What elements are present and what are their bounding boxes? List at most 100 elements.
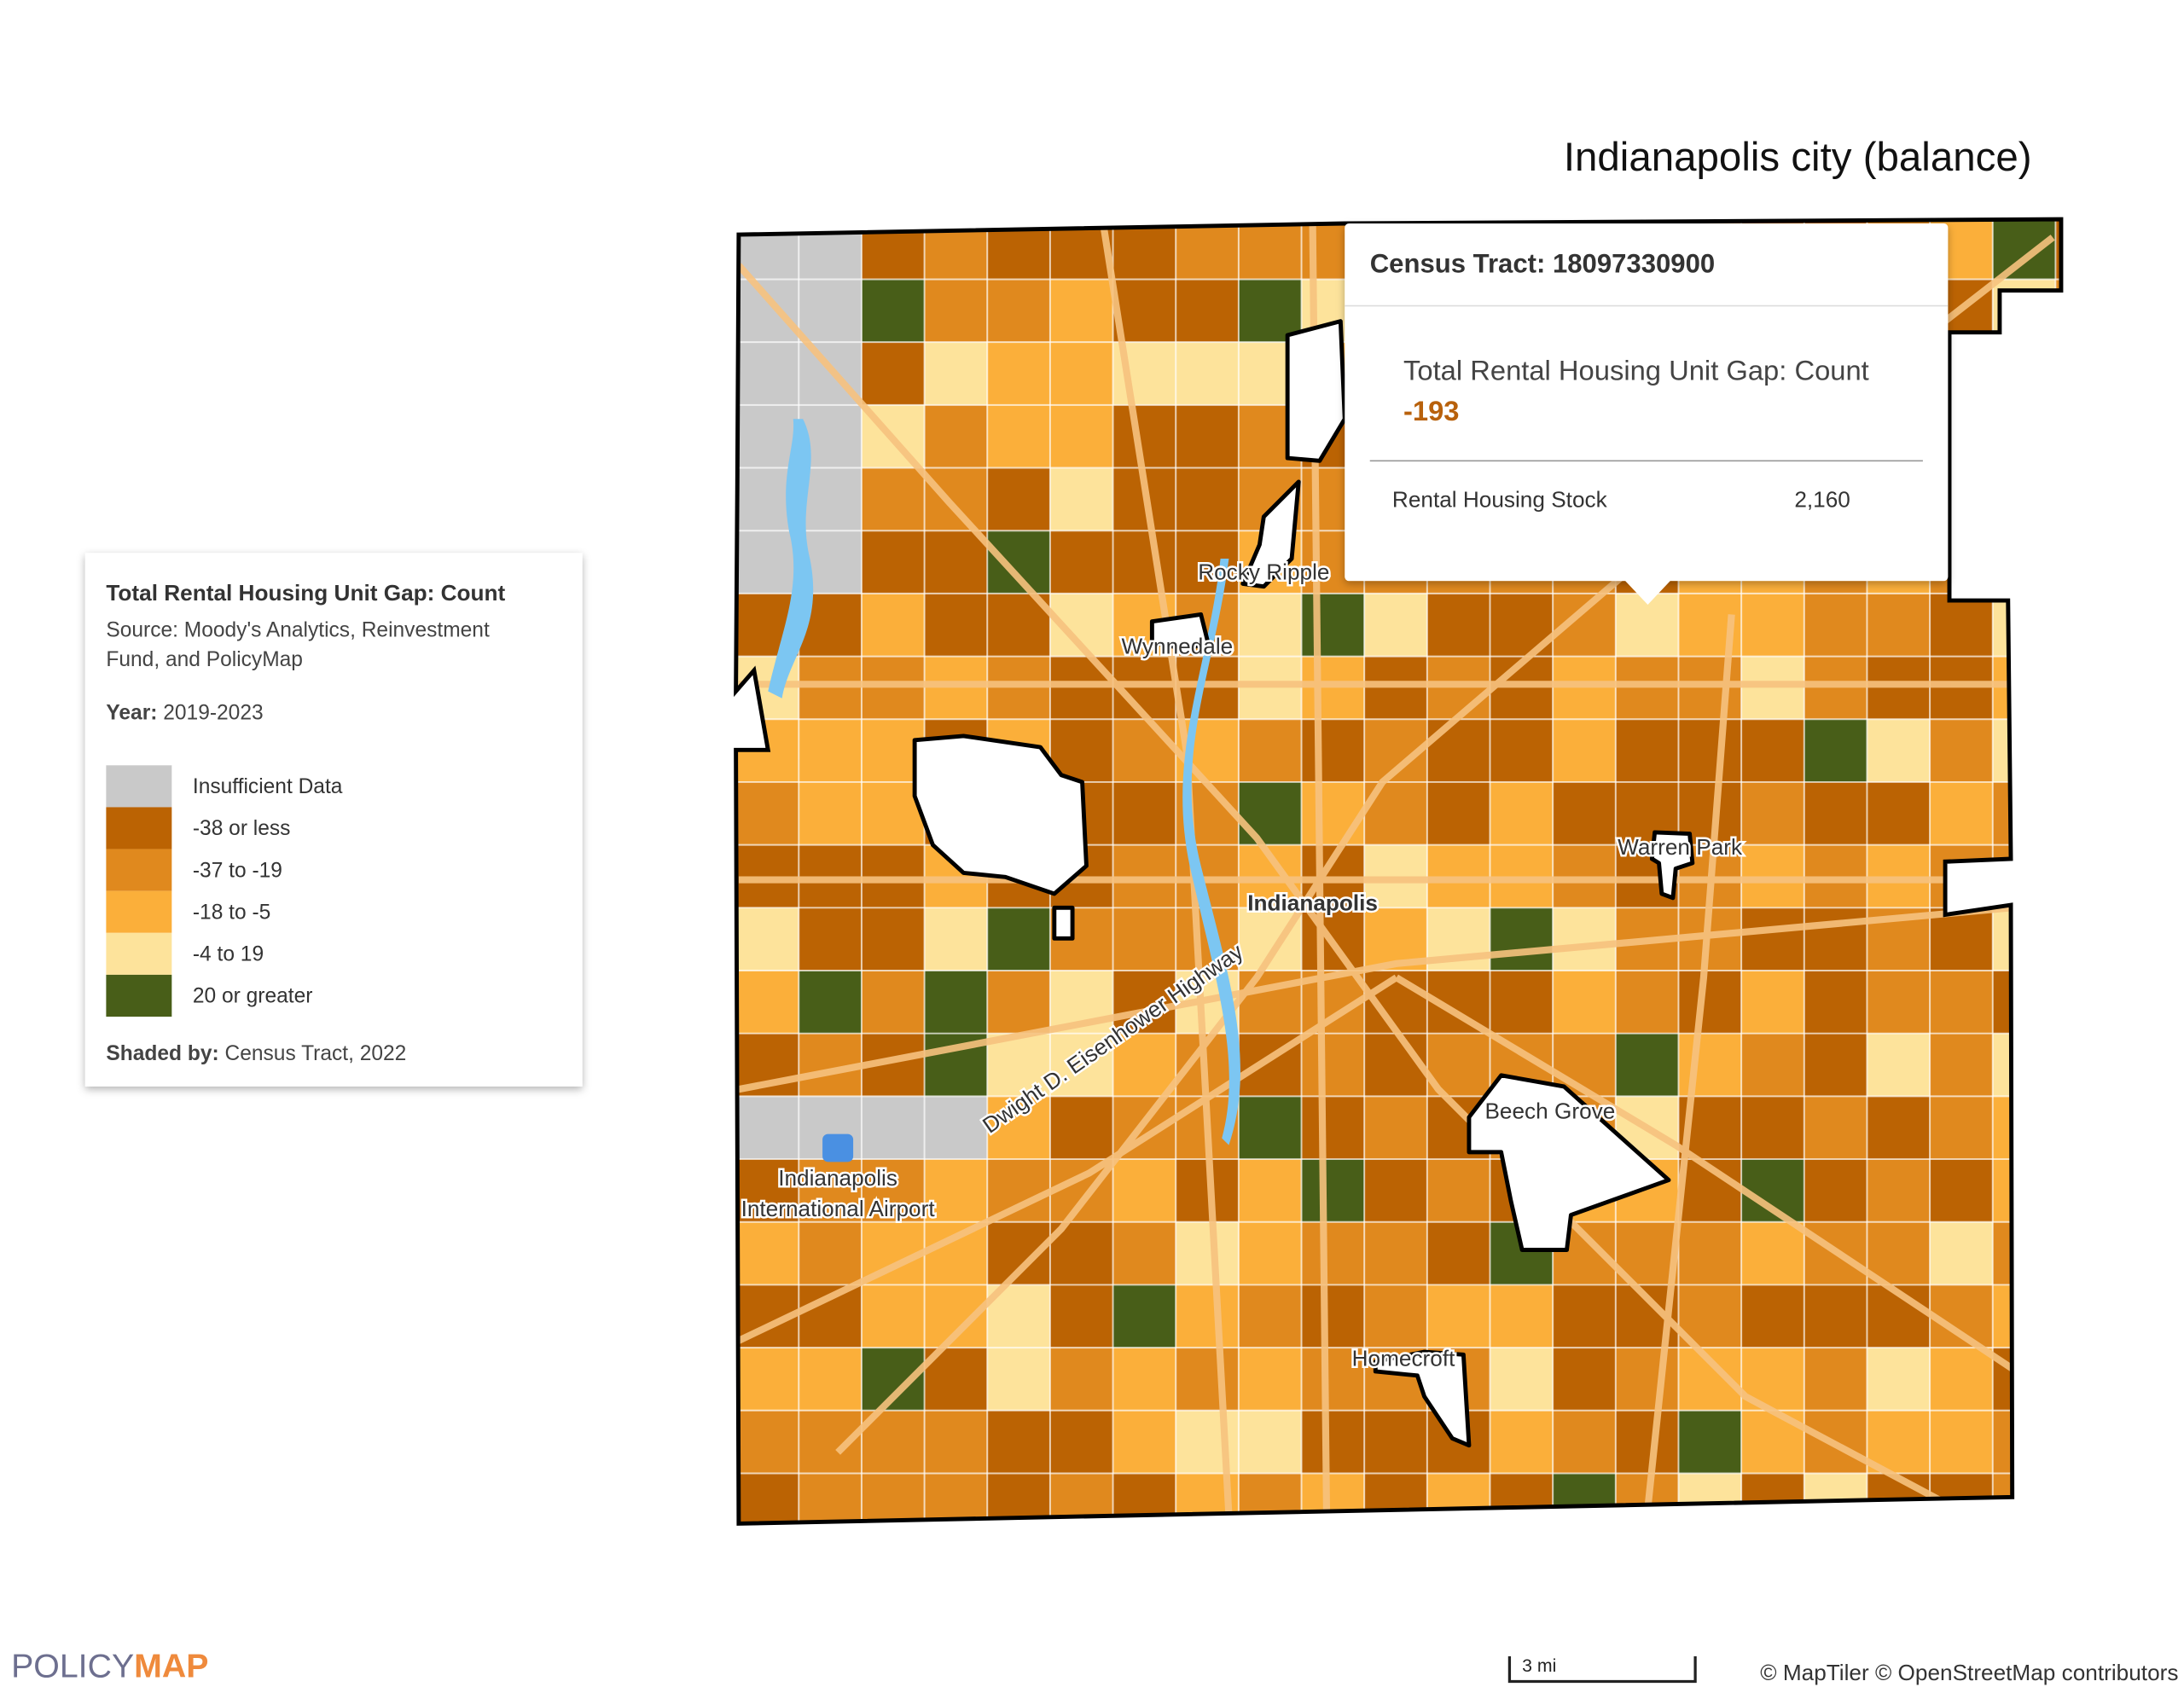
tract — [2055, 907, 2061, 972]
tract — [1992, 1410, 2058, 1475]
tract — [987, 1033, 1052, 1099]
city-label: Indianapolis — [1247, 890, 1378, 916]
tract — [1741, 719, 1806, 784]
tract — [1992, 907, 2058, 972]
tract — [861, 1348, 926, 1412]
tract — [2055, 342, 2061, 407]
tract — [1112, 1410, 1177, 1475]
tract — [1364, 656, 1429, 721]
tract — [987, 971, 1052, 1035]
tract — [1992, 219, 2058, 281]
tract — [861, 342, 926, 407]
tract — [1238, 593, 1304, 658]
legend-label: -4 to 19 — [193, 943, 264, 966]
tract — [1867, 1473, 1931, 1524]
tract — [799, 656, 863, 721]
tract — [1301, 1221, 1366, 1287]
tract — [799, 1221, 863, 1287]
tract — [1678, 971, 1743, 1035]
tract — [1992, 1096, 2058, 1161]
tract — [1049, 1473, 1115, 1524]
tract — [1490, 781, 1554, 847]
tract — [1992, 342, 2058, 407]
tract — [1992, 404, 2058, 470]
logo-part: POLICY — [11, 1648, 134, 1685]
tract — [2055, 1159, 2061, 1224]
legend-year: Year: 2019-2023 — [106, 701, 263, 724]
tract — [1112, 1033, 1177, 1099]
tract — [924, 971, 989, 1035]
tract — [924, 1473, 989, 1524]
tract — [735, 1096, 800, 1161]
tract — [1678, 1221, 1743, 1287]
tract — [2055, 279, 2061, 344]
shaded-by: Census Tract, 2022 — [225, 1042, 407, 1065]
tract — [1615, 656, 1681, 721]
tract — [1867, 593, 1931, 658]
tract — [1238, 719, 1304, 784]
legend-shaded: Shaded by: Census Tract, 2022 — [106, 1042, 406, 1065]
tract — [1238, 656, 1304, 721]
tract — [1553, 971, 1618, 1035]
tract — [1112, 530, 1177, 595]
shaded-label: Shaded by: — [106, 1042, 218, 1065]
tract — [1867, 1096, 1931, 1161]
tract — [1301, 1473, 1366, 1524]
tract — [1804, 1159, 1869, 1224]
tract — [1992, 1284, 2058, 1349]
tract — [1867, 1033, 1931, 1099]
tract — [1490, 656, 1554, 721]
tract — [1553, 719, 1618, 784]
tract — [1678, 1033, 1743, 1099]
tract — [1426, 1473, 1492, 1524]
tract — [1426, 781, 1492, 847]
tract — [987, 656, 1052, 721]
tract — [1490, 1410, 1554, 1475]
tract — [1678, 1410, 1743, 1475]
legend-swatch — [106, 765, 172, 808]
legend-swatch — [106, 890, 172, 933]
place-label: Homecroft — [1352, 1345, 1455, 1371]
tract — [1804, 781, 1869, 847]
tract — [2055, 219, 2061, 281]
tract — [861, 1096, 926, 1161]
tract — [987, 1159, 1052, 1224]
logo: POLICYMAP — [11, 1648, 208, 1685]
tract — [1301, 1410, 1366, 1475]
place-label: Wynnedale — [1121, 633, 1233, 658]
tract — [799, 719, 863, 784]
tract — [1804, 971, 1869, 1035]
airport-icon — [822, 1133, 854, 1162]
tract — [1049, 656, 1115, 721]
tract — [1301, 1159, 1366, 1224]
tract — [1992, 593, 2058, 658]
tract — [1490, 971, 1554, 1035]
tract — [1176, 1348, 1240, 1412]
tract — [924, 907, 989, 972]
metric-label: Total Rental Housing Unit Gap: Count — [1403, 354, 1869, 386]
year-label: Year: — [106, 701, 157, 724]
tract — [1615, 1348, 1681, 1412]
tract — [1049, 530, 1115, 595]
tract — [1176, 467, 1240, 532]
tract — [2055, 467, 2061, 532]
tract — [861, 971, 926, 1035]
tract — [799, 781, 863, 847]
tract — [861, 907, 926, 972]
tract — [1615, 1033, 1681, 1099]
tooltip-box — [1345, 223, 1949, 582]
tract — [1992, 1159, 2058, 1224]
tract — [1112, 404, 1177, 470]
tract — [1741, 971, 1806, 1035]
tract — [924, 656, 989, 721]
tract — [1490, 719, 1554, 784]
tract — [861, 467, 926, 532]
scale-bar — [1507, 1655, 1697, 1684]
tract — [2055, 1221, 2061, 1287]
tract — [861, 593, 926, 658]
legend-swatch — [106, 807, 172, 849]
tract — [2055, 844, 2061, 909]
tract — [1741, 593, 1806, 658]
tract — [924, 1284, 989, 1349]
